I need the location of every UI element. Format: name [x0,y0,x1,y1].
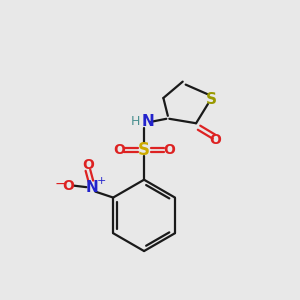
Text: O: O [63,179,74,193]
Text: N: N [86,180,99,195]
Text: −: − [54,177,66,191]
Text: +: + [97,176,106,186]
Text: S: S [206,92,216,107]
Text: O: O [82,158,94,172]
Text: O: O [164,143,175,157]
Text: O: O [113,143,125,157]
Text: N: N [141,114,154,129]
Text: O: O [209,133,221,147]
Text: H: H [131,115,140,128]
Text: S: S [138,141,150,159]
